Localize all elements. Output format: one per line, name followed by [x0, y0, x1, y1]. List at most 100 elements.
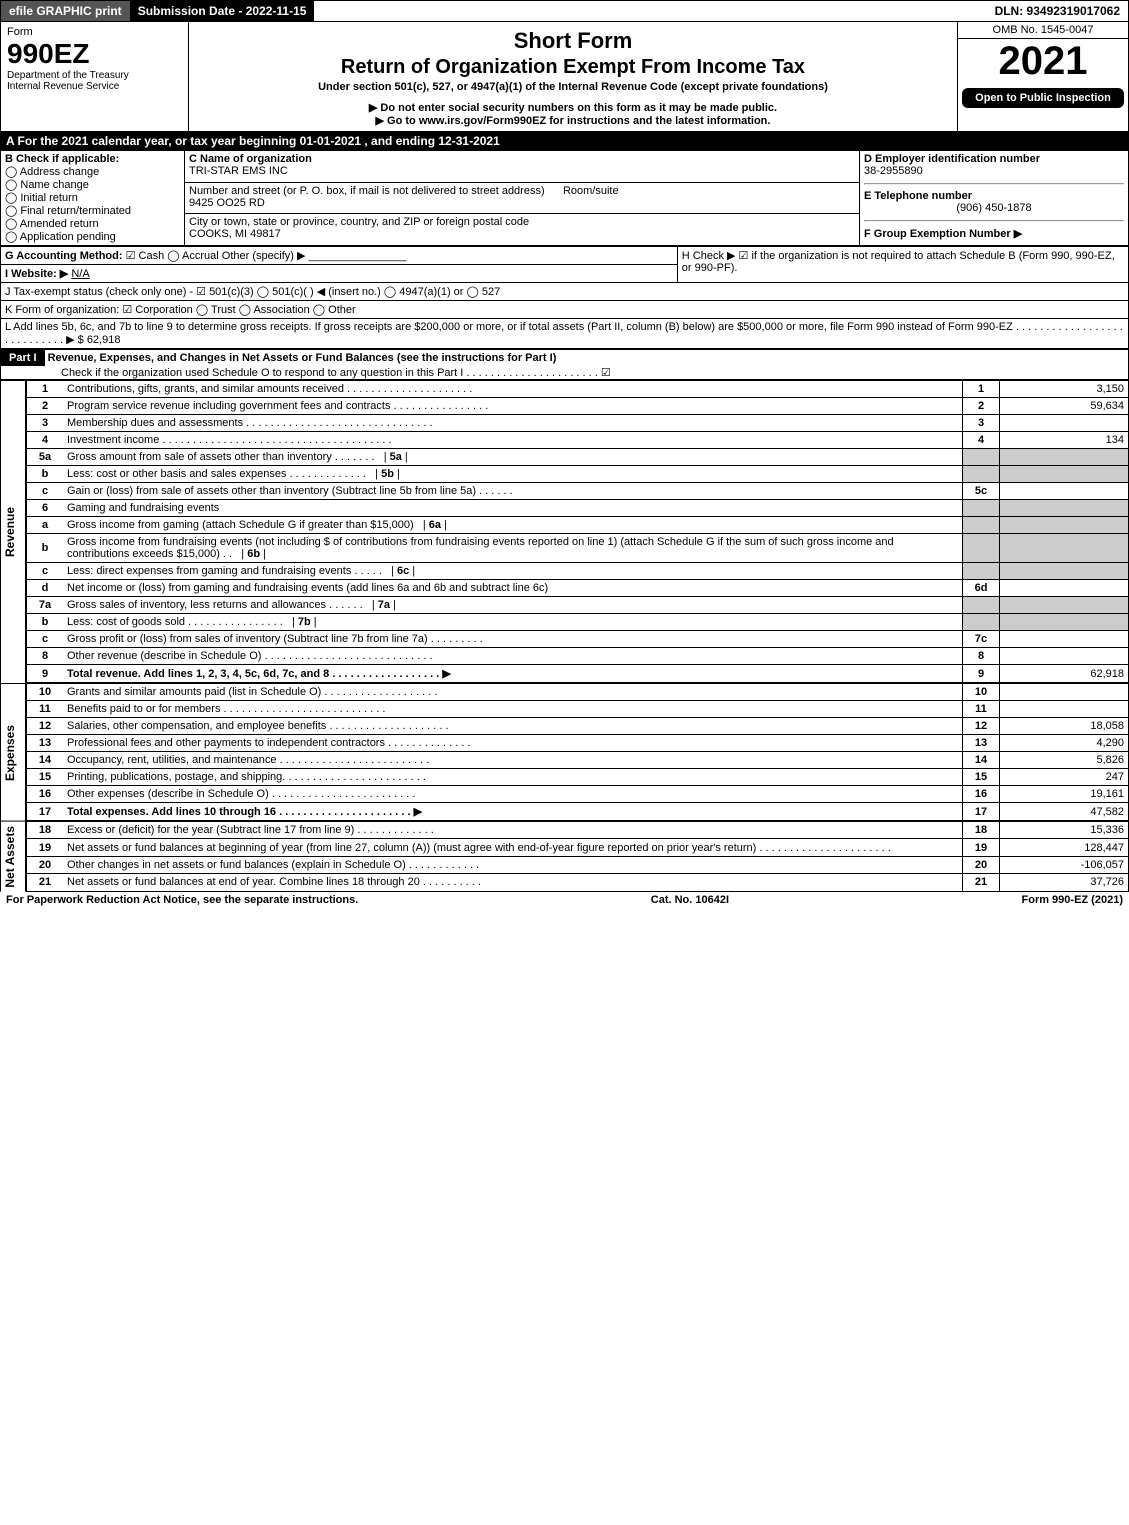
line-6a-greybox: [963, 517, 1000, 534]
line-6c-num: c: [27, 563, 64, 580]
line-7b-num: b: [27, 614, 64, 631]
line-16-num: 16: [27, 786, 64, 803]
line-5a-num: 5a: [27, 449, 64, 466]
form-header: Form 990EZ Department of the Treasury In…: [0, 22, 1129, 132]
open-public-badge: Open to Public Inspection: [962, 88, 1124, 108]
header-right: OMB No. 1545-0047 2021 Open to Public In…: [957, 22, 1128, 131]
line-21-box: 21: [963, 874, 1000, 891]
line-18-num: 18: [27, 822, 64, 839]
line-6a-num: a: [27, 517, 64, 534]
header-center: Short Form Return of Organization Exempt…: [189, 22, 957, 131]
footer-left: For Paperwork Reduction Act Notice, see …: [6, 894, 358, 906]
tax-year: 2021: [958, 39, 1128, 84]
row-l: L Add lines 5b, 6c, and 7b to line 9 to …: [1, 319, 1129, 349]
line-19-amt: 128,447: [1000, 839, 1129, 856]
line-6d-num: d: [27, 580, 64, 597]
line-7a-desc: Gross sales of inventory, less returns a…: [63, 597, 963, 614]
line-5a-greybox: [963, 449, 1000, 466]
expenses-section: Expenses 10Grants and similar amounts pa…: [0, 683, 1129, 821]
line-6a-greyamt: [1000, 517, 1129, 534]
line-9-box: 9: [963, 665, 1000, 683]
line-5a-desc: Gross amount from sale of assets other t…: [63, 449, 963, 466]
accounting-other[interactable]: Other (specify) ▶: [222, 250, 306, 262]
line-16-amt: 19,161: [1000, 786, 1129, 803]
irs-label: Internal Revenue Service: [7, 81, 182, 92]
street-address: 9425 OO25 RD: [189, 197, 265, 209]
line-6d-box: 6d: [963, 580, 1000, 597]
line-2-amt: 59,634: [1000, 398, 1129, 415]
vlabel-revenue: Revenue: [0, 380, 26, 683]
accounting-cash[interactable]: Cash: [139, 250, 165, 262]
ssn-warning: ▶ Do not enter social security numbers o…: [195, 101, 951, 114]
line-19-box: 19: [963, 839, 1000, 856]
line-10-desc: Grants and similar amounts paid (list in…: [63, 684, 963, 701]
subtitle: Under section 501(c), 527, or 4947(a)(1)…: [195, 81, 951, 93]
line-8-desc: Other revenue (describe in Schedule O) .…: [63, 648, 963, 665]
line-14-amt: 5,826: [1000, 752, 1129, 769]
org-info-table: B Check if applicable: ◯ Address change …: [0, 150, 1129, 246]
line-12-box: 12: [963, 718, 1000, 735]
ghijkl-table: G Accounting Method: ☑ Cash ◯ Accrual Ot…: [0, 246, 1129, 349]
line-10-amt: [1000, 684, 1129, 701]
line-15-desc: Printing, publications, postage, and shi…: [63, 769, 963, 786]
line-20-box: 20: [963, 856, 1000, 873]
opt-initial-return[interactable]: ◯ Initial return: [5, 192, 78, 204]
line-3-amt: [1000, 415, 1129, 432]
dept-treasury: Department of the Treasury: [7, 70, 182, 81]
goto-link[interactable]: ▶ Go to www.irs.gov/Form990EZ for instru…: [195, 114, 951, 127]
line-13-box: 13: [963, 735, 1000, 752]
part1-title: Revenue, Expenses, and Changes in Net As…: [48, 352, 557, 364]
line-6b-greyamt: [1000, 534, 1129, 563]
line-4-amt: 134: [1000, 432, 1129, 449]
opt-final-return[interactable]: ◯ Final return/terminated: [5, 205, 131, 217]
line-9-num: 9: [27, 665, 64, 683]
line-1-num: 1: [27, 381, 64, 398]
efile-print-button[interactable]: efile GRAPHIC print: [1, 1, 130, 21]
opt-name-change[interactable]: ◯ Name change: [5, 179, 89, 191]
line-5c-desc: Gain or (loss) from sale of assets other…: [63, 483, 963, 500]
page-footer: For Paperwork Reduction Act Notice, see …: [0, 892, 1129, 908]
line-12-amt: 18,058: [1000, 718, 1129, 735]
line-6-num: 6: [27, 500, 64, 517]
line-1-box: 1: [963, 381, 1000, 398]
line-6-desc: Gaming and fundraising events: [63, 500, 963, 517]
line-8-box: 8: [963, 648, 1000, 665]
line-6b-greybox: [963, 534, 1000, 563]
line-7c-num: c: [27, 631, 64, 648]
line-2-box: 2: [963, 398, 1000, 415]
header-left: Form 990EZ Department of the Treasury In…: [1, 22, 189, 131]
line-3-num: 3: [27, 415, 64, 432]
line-18-box: 18: [963, 822, 1000, 839]
opt-address-change[interactable]: ◯ Address change: [5, 166, 99, 178]
form-label: Form: [7, 26, 182, 38]
line-17-box: 17: [963, 803, 1000, 821]
line-18-desc: Excess or (deficit) for the year (Subtra…: [63, 822, 963, 839]
line-6-greyamt: [1000, 500, 1129, 517]
line-6c-desc: Less: direct expenses from gaming and fu…: [63, 563, 963, 580]
accounting-accrual[interactable]: Accrual: [182, 250, 219, 262]
opt-amended-return[interactable]: ◯ Amended return: [5, 218, 99, 230]
line-6-greybox: [963, 500, 1000, 517]
line-13-desc: Professional fees and other payments to …: [63, 735, 963, 752]
line-11-num: 11: [27, 701, 64, 718]
line-15-num: 15: [27, 769, 64, 786]
line-12-num: 12: [27, 718, 64, 735]
opt-application-pending[interactable]: ◯ Application pending: [5, 231, 116, 243]
line-6b-num: b: [27, 534, 64, 563]
top-bar: efile GRAPHIC print Submission Date - 20…: [0, 0, 1129, 22]
vlabel-expenses: Expenses: [0, 683, 26, 821]
line-11-amt: [1000, 701, 1129, 718]
line-3-box: 3: [963, 415, 1000, 432]
net-assets-section: Net Assets 18Excess or (deficit) for the…: [0, 821, 1129, 892]
room-label: Room/suite: [563, 185, 619, 197]
line-7c-desc: Gross profit or (loss) from sales of inv…: [63, 631, 963, 648]
row-g-label: G Accounting Method:: [5, 250, 123, 262]
line-16-desc: Other expenses (describe in Schedule O) …: [63, 786, 963, 803]
line-7b-greyamt: [1000, 614, 1129, 631]
line-5b-greyamt: [1000, 466, 1129, 483]
line-2-num: 2: [27, 398, 64, 415]
part1-tab: Part I: [1, 350, 45, 366]
line-6a-desc: Gross income from gaming (attach Schedul…: [63, 517, 963, 534]
line-5a-greyamt: [1000, 449, 1129, 466]
line-17-amt: 47,582: [1000, 803, 1129, 821]
